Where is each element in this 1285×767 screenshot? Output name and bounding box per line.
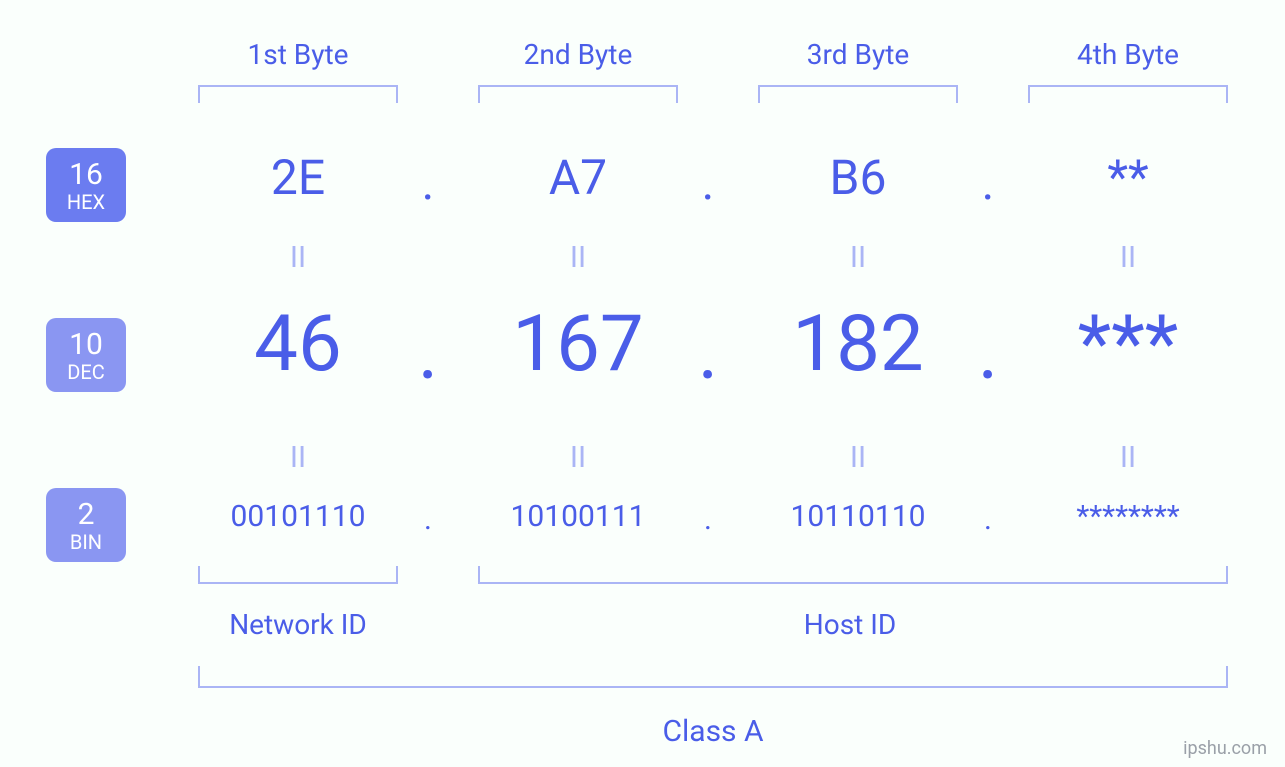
dec-value-1: 46	[158, 299, 438, 390]
bin-value-2: 10100111	[438, 499, 718, 534]
bin-value-4: ********	[988, 499, 1268, 534]
equals-glyph-r2-c2: II	[558, 440, 598, 475]
base-badge-hex: 16HEX	[46, 148, 126, 222]
bin-value-3: 10110110	[718, 499, 998, 534]
top-bracket-2	[478, 85, 678, 103]
base-badge-dec: 10DEC	[46, 318, 126, 392]
dec-separator-1: .	[408, 307, 448, 398]
equals-glyph-r1-c4: II	[1108, 240, 1148, 275]
bin-separator-1: .	[408, 502, 448, 537]
network-id-bracket	[198, 566, 398, 584]
hex-separator-1: .	[408, 154, 448, 211]
equals-glyph-r1-c2: II	[558, 240, 598, 275]
byte-header-1: 1st Byte	[198, 38, 398, 71]
hex-separator-2: .	[688, 154, 728, 211]
equals-glyph-r2-c3: II	[838, 440, 878, 475]
top-bracket-3	[758, 85, 958, 103]
dec-value-3: 182	[718, 299, 998, 390]
top-bracket-4	[1028, 85, 1228, 103]
dec-value-2: 167	[438, 299, 718, 390]
base-badge-num: 16	[69, 158, 103, 191]
host-id-label: Host ID	[700, 608, 1000, 641]
base-badge-num: 2	[78, 498, 95, 531]
equals-glyph-r2-c1: II	[278, 440, 318, 475]
hex-value-3: B6	[718, 149, 998, 206]
base-badge-txt: DEC	[67, 361, 105, 383]
base-badge-bin: 2BIN	[46, 488, 126, 562]
dec-value-4: ***	[988, 299, 1268, 390]
dec-separator-2: .	[688, 307, 728, 398]
hex-value-1: 2E	[158, 149, 438, 206]
dec-separator-3: .	[968, 307, 1008, 398]
equals-glyph-r1-c3: II	[838, 240, 878, 275]
top-bracket-1	[198, 85, 398, 103]
hex-value-4: **	[988, 149, 1268, 206]
equals-glyph-r2-c4: II	[1108, 440, 1148, 475]
base-badge-txt: BIN	[70, 531, 102, 553]
bin-separator-3: .	[968, 502, 1008, 537]
bin-value-1: 00101110	[158, 499, 438, 534]
byte-header-2: 2nd Byte	[478, 38, 678, 71]
hex-value-2: A7	[438, 149, 718, 206]
byte-header-4: 4th Byte	[1028, 38, 1228, 71]
class-bracket	[198, 666, 1228, 688]
hex-separator-3: .	[968, 154, 1008, 211]
base-badge-num: 10	[69, 328, 103, 361]
equals-glyph-r1-c1: II	[278, 240, 318, 275]
bin-separator-2: .	[688, 502, 728, 537]
class-label: Class A	[563, 714, 863, 749]
host-id-bracket	[478, 566, 1228, 584]
base-badge-txt: HEX	[67, 191, 105, 213]
network-id-label: Network ID	[148, 608, 448, 641]
watermark: ipshu.com	[1183, 738, 1267, 759]
byte-header-3: 3rd Byte	[758, 38, 958, 71]
